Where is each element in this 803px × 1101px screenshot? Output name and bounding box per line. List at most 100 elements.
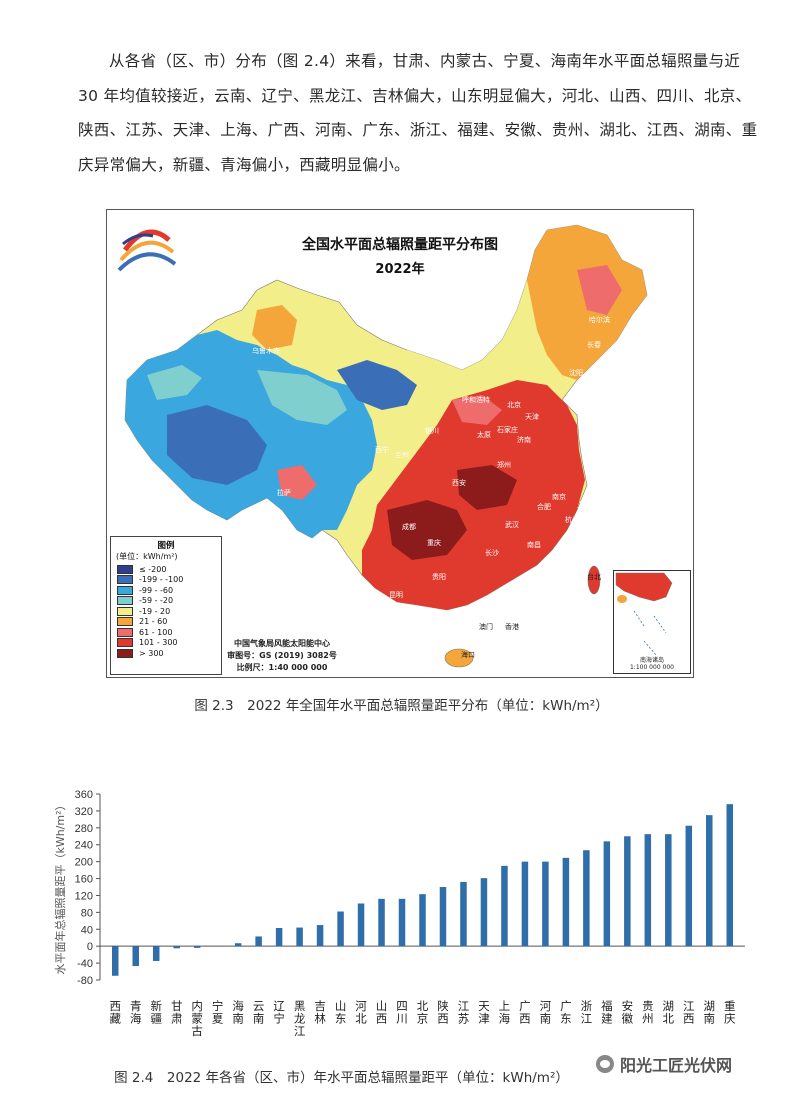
city-label: 拉萨 — [277, 489, 291, 497]
figure-caption-2-4: 图 2.4 2022 年各省（区、市）年水平面总辐照量距平（单位：kWh/m²） — [114, 1070, 569, 1086]
x-tick-label: 湖北 — [663, 999, 675, 1026]
legend-label: -59 - -20 — [139, 596, 174, 606]
city-label: 福州 — [565, 566, 579, 574]
city-label: 台北 — [587, 573, 601, 581]
bar — [480, 878, 488, 947]
legend-label: 61 - 100 — [139, 627, 173, 637]
x-tick-label: 天津 — [478, 999, 490, 1026]
city-label: 银川 — [425, 427, 439, 435]
bar — [685, 825, 693, 947]
city-label: 贵阳 — [432, 573, 446, 581]
x-tick-label: 贵州 — [642, 999, 654, 1026]
x-tick-label: 湖南 — [704, 999, 716, 1026]
legend-item: -59 - -20 — [111, 596, 221, 607]
legend-label: -19 - 20 — [139, 606, 171, 616]
bar — [275, 928, 283, 947]
bar — [378, 898, 385, 947]
city-label: 南昌 — [527, 541, 541, 549]
y-tick-label: 40 — [81, 924, 93, 936]
bar — [706, 815, 713, 947]
x-tick-label: 重庆 — [724, 999, 736, 1026]
city-label: 合肥 — [537, 503, 551, 511]
city-label: 上海 — [577, 501, 591, 509]
bar — [296, 927, 303, 947]
x-tick-label: 安徽 — [622, 999, 634, 1026]
x-tick-label: 江西 — [683, 999, 695, 1026]
bar — [603, 841, 611, 947]
legend-swatch — [117, 627, 133, 637]
bar — [357, 903, 365, 947]
city-label: 太原 — [477, 431, 491, 439]
legend-title: 图例 — [157, 541, 175, 551]
legend-label: > 300 — [139, 648, 164, 658]
credit-approval: 审图号：GS (2019) 3082号 — [227, 651, 337, 660]
x-tick-label: 青海 — [130, 999, 142, 1026]
legend-unit: (单位：kWh/m²) — [116, 552, 178, 561]
inset-map — [615, 572, 673, 656]
x-tick-label: 山东 — [335, 999, 347, 1026]
legend-label: 101 - 300 — [139, 638, 178, 648]
bar — [398, 898, 406, 947]
city-label: 呼和浩特 — [462, 396, 490, 404]
bar — [562, 857, 570, 947]
province-anomaly-chart: -80 -40 0 40 80 120 160 200 240 280 320 360 水平面年总辐照量… — [53, 789, 745, 1038]
legend-item: 101 - 300 — [111, 638, 221, 649]
city-label: 天津 — [525, 413, 539, 421]
x-tick-label: 福建 — [601, 999, 613, 1026]
map-figure: 全国水平面总辐照量距平分布图 2022年 乌鲁木齐 哈尔滨 长春 沈阳 北京 天… — [106, 209, 694, 678]
legend-label: ≤ -200 — [139, 564, 167, 574]
y-axis-label: 水平面年总辐照量距平（kWh/m²） — [53, 799, 67, 974]
y-tick-label: 80 — [81, 907, 93, 919]
x-tick-label: 北京 — [417, 999, 429, 1026]
x-tick-label: 浙江 — [581, 999, 593, 1026]
bar — [583, 850, 590, 947]
x-tick-label: 广西 — [519, 999, 531, 1026]
x-tick-label: 甘肃 — [171, 999, 183, 1026]
legend-label: -99 - -60 — [139, 585, 174, 595]
city-label: 济南 — [517, 436, 531, 444]
cma-logo — [117, 229, 177, 272]
bar — [255, 936, 262, 947]
x-tick-label: 辽宁 — [273, 999, 285, 1026]
legend-swatch — [117, 596, 133, 606]
city-label: 西安 — [452, 479, 466, 487]
legend-item: -99 - -60 — [111, 585, 221, 596]
city-label: 乌鲁木齐 — [252, 347, 280, 355]
x-tick-label: 宁夏 — [212, 999, 224, 1026]
credit-scale: 比例尺：1:40 000 000 — [236, 663, 328, 672]
y-tick-label: 120 — [75, 890, 93, 902]
bar — [419, 894, 426, 947]
y-tick-label: 160 — [75, 874, 93, 886]
bar — [460, 881, 467, 947]
city-label: 成都 — [402, 523, 416, 531]
city-label: 海口 — [461, 651, 475, 659]
bar — [439, 887, 447, 947]
x-tick-label: 内蒙古 — [191, 999, 203, 1038]
legend-item: -199 - -100 — [111, 575, 221, 586]
city-label: 重庆 — [427, 539, 441, 547]
x-tick-label: 云南 — [253, 999, 265, 1026]
y-tick-label: 240 — [75, 840, 93, 852]
x-tick-label: 江苏 — [458, 999, 470, 1026]
legend-label: -199 - -100 — [139, 575, 184, 585]
city-label: 西宁 — [375, 446, 389, 454]
bar — [111, 946, 119, 976]
legend-item: 21 - 60 — [111, 617, 221, 628]
bar — [665, 834, 672, 947]
south-sea-inset: 南海诸岛 1:100 000 000 — [613, 570, 691, 674]
map-title: 全国水平面总辐照量距平分布图 — [302, 237, 498, 253]
y-tick-label: -40 — [77, 958, 93, 970]
bar — [726, 804, 734, 947]
bar — [542, 861, 549, 947]
legend-swatch — [117, 648, 133, 658]
city-label: 郑州 — [497, 461, 511, 469]
bar — [234, 943, 242, 947]
x-tick-label: 新疆 — [150, 999, 162, 1026]
bar — [132, 946, 139, 967]
bar — [152, 946, 160, 961]
x-tick-label: 上海 — [499, 999, 511, 1026]
x-tick-label: 海南 — [232, 999, 244, 1026]
x-tick-label: 陕西 — [437, 999, 449, 1026]
watermark: 阳光工匠光伏网 — [596, 1052, 732, 1076]
x-tick-label: 河北 — [355, 999, 367, 1026]
